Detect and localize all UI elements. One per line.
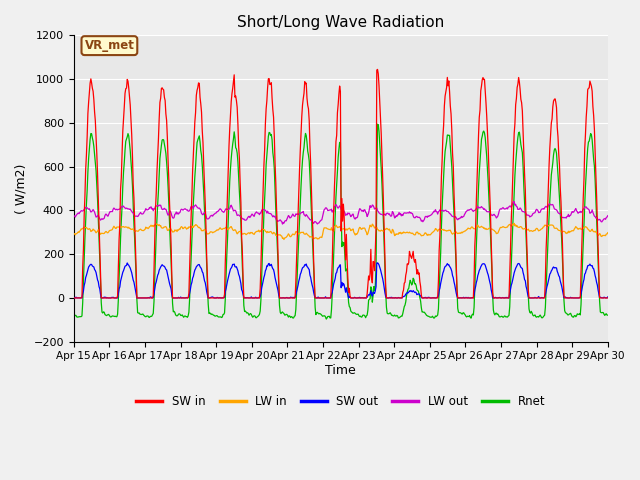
Text: VR_met: VR_met <box>84 39 134 52</box>
X-axis label: Time: Time <box>325 364 356 377</box>
Y-axis label: ( W/m2): ( W/m2) <box>15 163 28 214</box>
Legend: SW in, LW in, SW out, LW out, Rnet: SW in, LW in, SW out, LW out, Rnet <box>132 391 550 413</box>
Title: Short/Long Wave Radiation: Short/Long Wave Radiation <box>237 15 444 30</box>
